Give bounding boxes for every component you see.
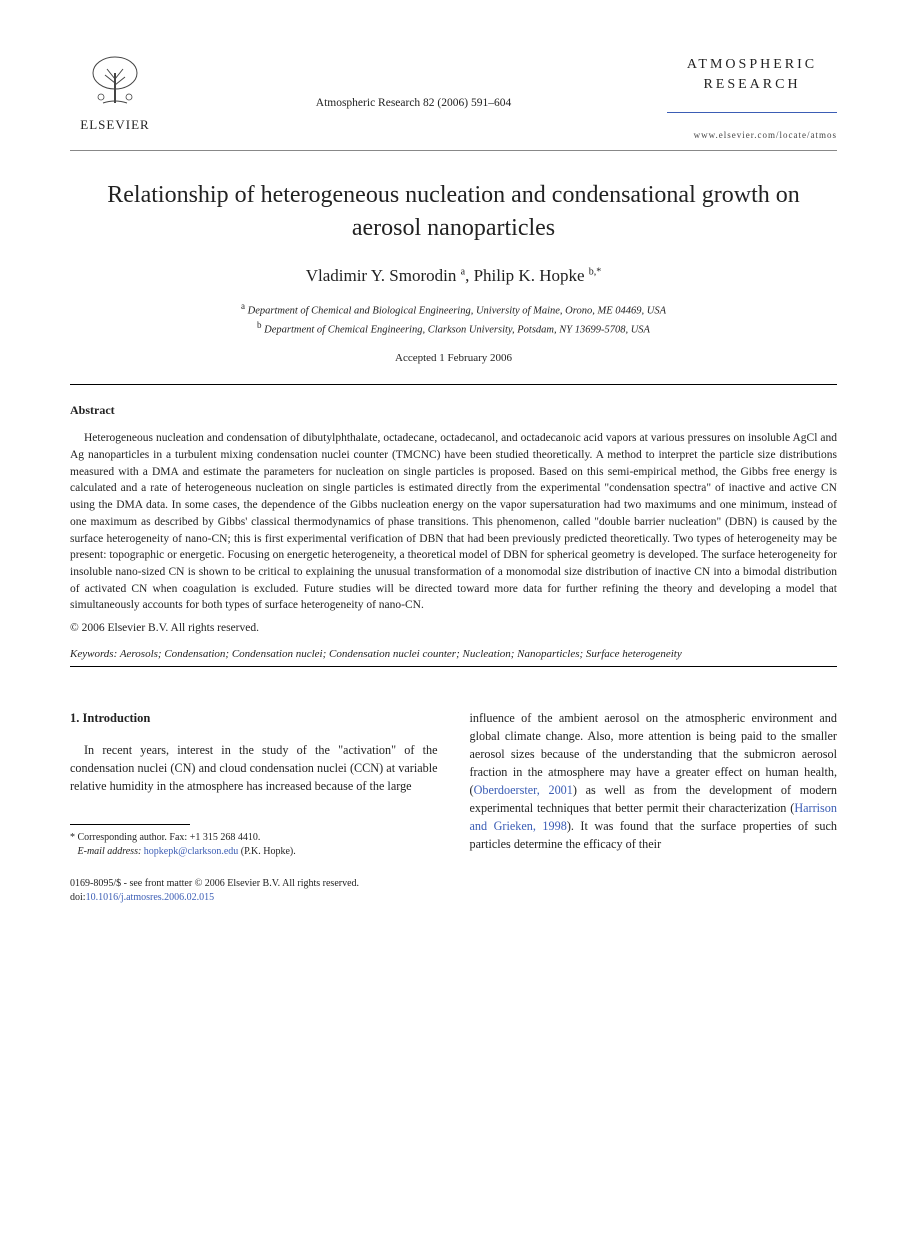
abstract-body: Heterogeneous nucleation and condensatio…: [70, 430, 837, 613]
affil-b-text: Department of Chemical Engineering, Clar…: [262, 325, 650, 336]
affil-a-text: Department of Chemical and Biological En…: [245, 305, 666, 316]
page-header: ELSEVIER Atmospheric Research 82 (2006) …: [70, 55, 837, 140]
footnote-rule: [70, 824, 190, 825]
journal-logo: ATMOSPHERIC RESEARCH www.elsevier.com/lo…: [667, 55, 837, 140]
keywords-label: Keywords:: [70, 648, 117, 660]
abstract-text: Heterogeneous nucleation and condensatio…: [70, 430, 837, 613]
accepted-date: Accepted 1 February 2006: [70, 352, 837, 364]
journal-title-line1: ATMOSPHERIC: [667, 55, 837, 75]
journal-url[interactable]: www.elsevier.com/locate/atmos: [667, 130, 837, 140]
affiliation-b: b Department of Chemical Engineering, Cl…: [70, 319, 837, 338]
column-left: 1. Introduction In recent years, interes…: [70, 709, 438, 859]
footnote-email[interactable]: hopkepk@clarkson.edu: [141, 846, 238, 857]
abstract-top-rule: [70, 384, 837, 385]
author-sep: , Philip K. Hopke: [465, 266, 589, 285]
footer-copyright: 0169-8095/$ - see front matter © 2006 El…: [70, 877, 837, 891]
corresponding-footnote: * Corresponding author. Fax: +1 315 268 …: [70, 831, 438, 859]
column-right: influence of the ambient aerosol on the …: [470, 709, 838, 859]
doi-link[interactable]: 10.1016/j.atmosres.2006.02.015: [86, 892, 215, 903]
citation-oberdoerster[interactable]: Oberdoerster, 2001: [474, 783, 573, 797]
keywords-list: Aerosols; Condensation; Condensation nuc…: [117, 648, 681, 660]
elsevier-tree-icon: [70, 55, 160, 115]
journal-reference: Atmospheric Research 82 (2006) 591–604: [160, 55, 667, 109]
keywords: Keywords: Aerosols; Condensation; Conden…: [70, 648, 837, 660]
intro-para-right: influence of the ambient aerosol on the …: [470, 709, 838, 853]
journal-title-line2: RESEARCH: [667, 75, 837, 95]
author-list: Vladimir Y. Smorodin a, Philip K. Hopke …: [70, 266, 837, 286]
publisher-logo: ELSEVIER: [70, 55, 160, 133]
footnote-corr: Corresponding author. Fax: +1 315 268 44…: [75, 832, 260, 843]
footer-doi-line: doi:10.1016/j.atmosres.2006.02.015: [70, 891, 837, 905]
abstract-heading: Abstract: [70, 403, 837, 418]
header-rule: [70, 150, 837, 151]
corresponding-star: *: [596, 266, 601, 277]
author-1: Vladimir Y. Smorodin: [306, 266, 461, 285]
footnote-email-after: (P.K. Hopke).: [238, 846, 296, 857]
abstract-bottom-rule: [70, 666, 837, 667]
article-title: Relationship of heterogeneous nucleation…: [80, 179, 827, 244]
section-1-heading: 1. Introduction: [70, 709, 438, 728]
page-footer: 0169-8095/$ - see front matter © 2006 El…: [70, 877, 837, 905]
affiliation-a: a Department of Chemical and Biological …: [70, 300, 837, 319]
publisher-name: ELSEVIER: [70, 117, 160, 133]
footnote-email-label: E-mail address:: [78, 846, 142, 857]
intro-para-left: In recent years, interest in the study o…: [70, 741, 438, 795]
abstract-copyright: © 2006 Elsevier B.V. All rights reserved…: [70, 622, 837, 634]
affiliations: a Department of Chemical and Biological …: [70, 300, 837, 339]
doi-label: doi:: [70, 892, 86, 903]
body-columns: 1. Introduction In recent years, interes…: [70, 709, 837, 859]
